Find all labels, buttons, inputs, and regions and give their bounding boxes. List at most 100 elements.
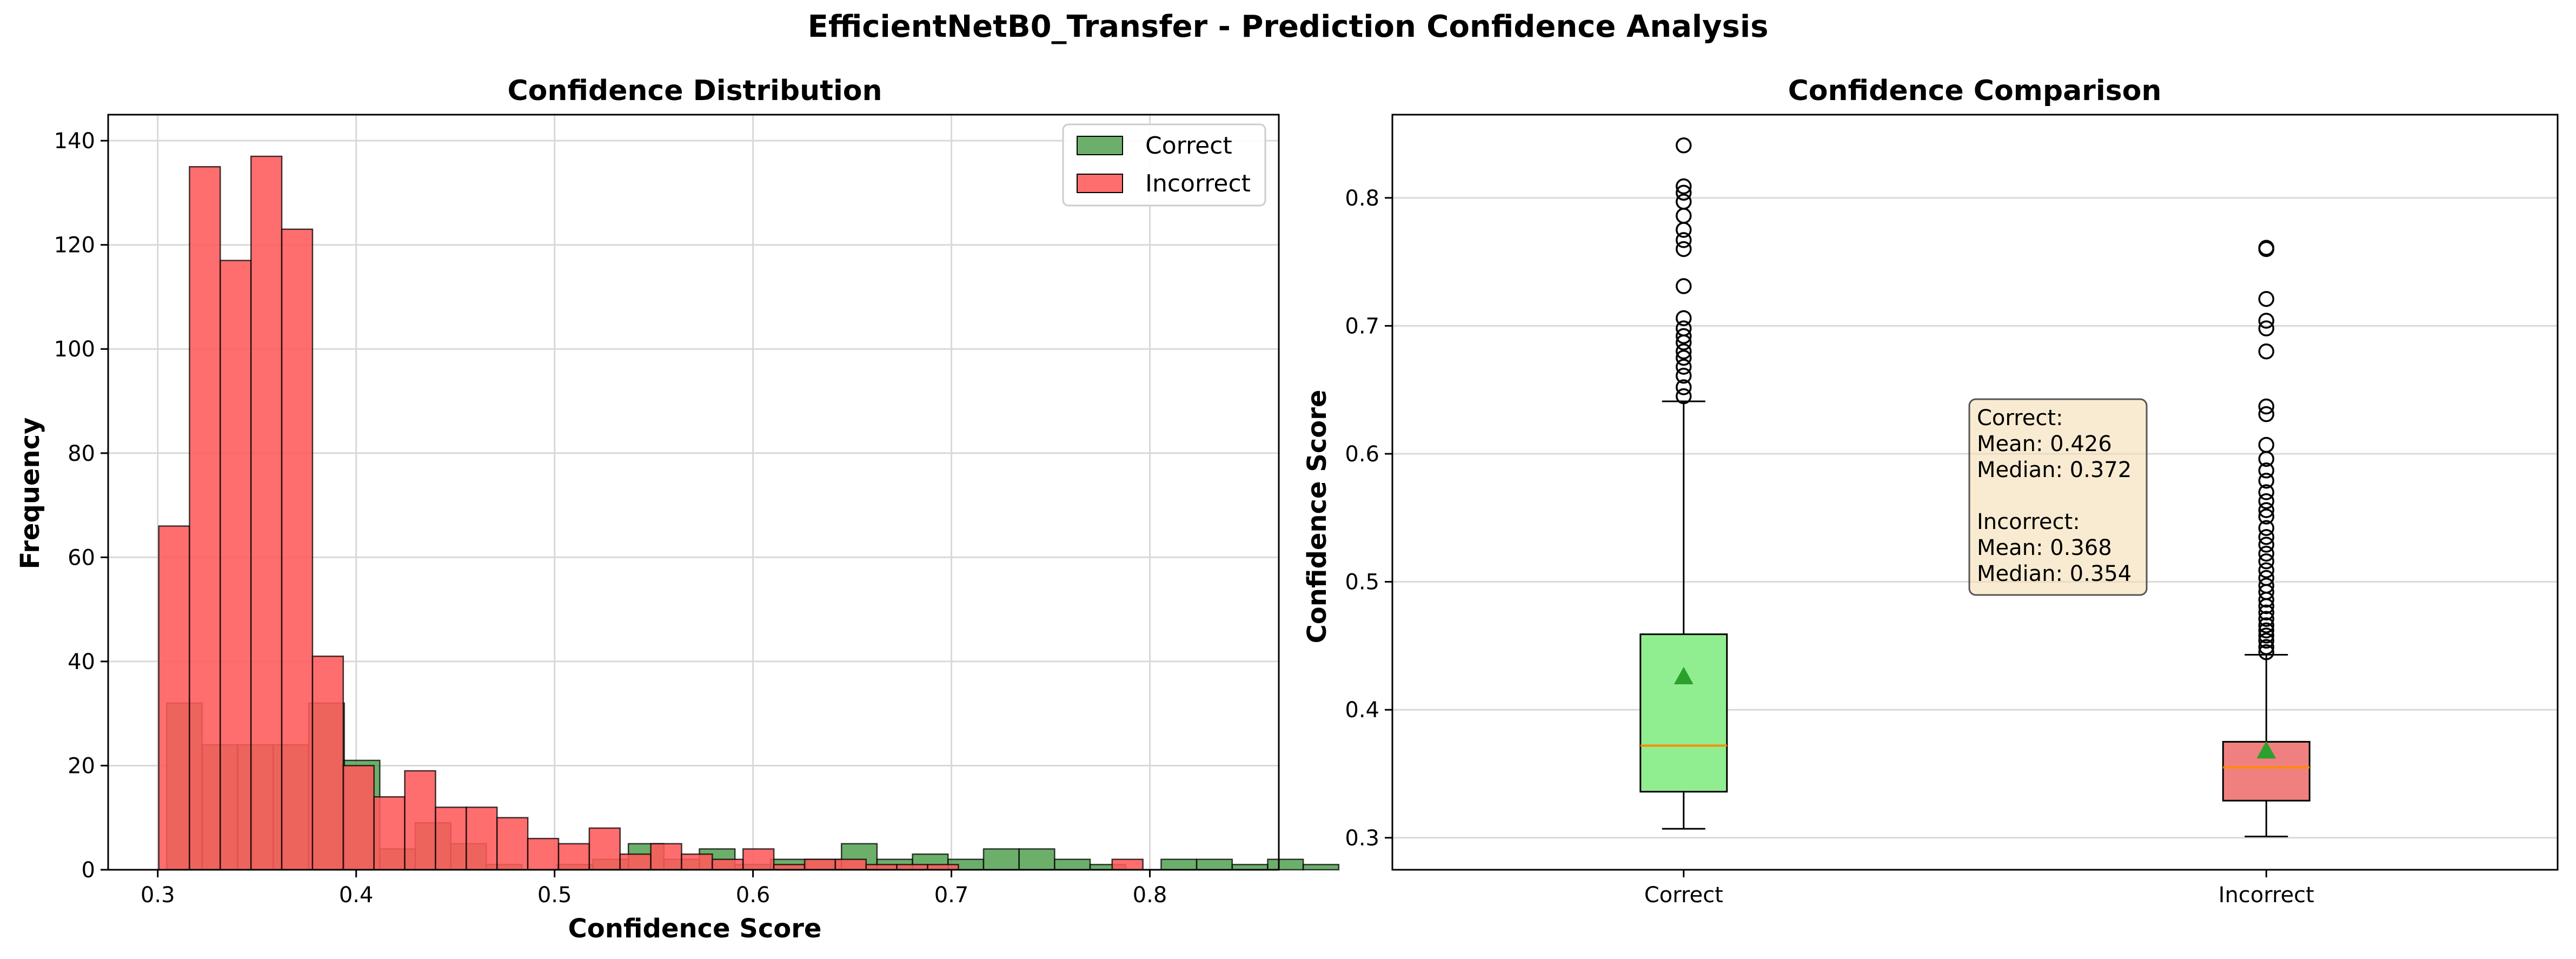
histogram-ytick-label: 20 [68, 753, 95, 778]
outlier-point [2258, 290, 2274, 307]
outlier-point [2258, 520, 2274, 537]
box-iqr [1639, 633, 1728, 793]
histogram-xtick-label: 0.7 [934, 883, 969, 908]
outlier-point [2258, 577, 2274, 594]
outlier-point [1676, 310, 1692, 326]
outlier-point [2258, 627, 2274, 644]
histogram-ytick-label: 120 [54, 233, 95, 258]
outlier-point [2258, 406, 2274, 422]
histogram-bar-incorrect [527, 837, 560, 871]
outlier-point [2258, 436, 2274, 453]
histogram-bar-incorrect [588, 827, 621, 871]
stats-line: Median: 0.372 [1977, 458, 2132, 482]
outlier-point [1676, 194, 1692, 210]
mean-marker [1674, 666, 1694, 685]
histogram-xtick-label: 0.8 [1133, 883, 1167, 908]
outlier-point [2258, 398, 2274, 415]
boxplot-title: Confidence Comparison [1788, 75, 2162, 107]
outlier-point [1676, 137, 1692, 154]
outlier-point [1676, 320, 1692, 336]
histogram-bar-incorrect [834, 858, 867, 871]
histogram-bar-correct [1302, 864, 1340, 871]
outlier-point [1676, 328, 1692, 345]
stats-box: Correct: Mean: 0.426 Median: 0.372 Incor… [1968, 398, 2148, 596]
histogram-legend: Correct Incorrect [1062, 123, 1266, 207]
histogram-bar-incorrect [158, 525, 190, 871]
outlier-point [2258, 639, 2274, 656]
histogram-ytick-label: 40 [68, 650, 95, 674]
outlier-point [2258, 508, 2274, 525]
legend-label-incorrect: Incorrect [1145, 170, 1251, 197]
outlier-point [2258, 240, 2274, 256]
outlier-point [2258, 632, 2274, 649]
outlier-point [1676, 367, 1692, 384]
outlier-point [1676, 241, 1692, 257]
outlier-point [2258, 472, 2274, 489]
stats-line: Mean: 0.426 [1977, 432, 2112, 457]
histogram-bar-incorrect [435, 806, 467, 871]
histogram-ytick-label: 140 [54, 129, 95, 154]
outlier-point [2258, 617, 2274, 633]
outlier-point [2258, 320, 2274, 336]
histogram-xtick-label: 0.5 [537, 883, 572, 908]
histogram-bar-incorrect [619, 853, 652, 871]
histogram-bar-correct [982, 848, 1020, 871]
outlier-point [2258, 313, 2274, 329]
outlier-point [2258, 604, 2274, 621]
boxplot-ytick-label: 0.3 [1345, 826, 1379, 851]
outlier-point [2258, 462, 2274, 479]
boxplot-frame [1391, 114, 2559, 871]
histogram-bar-incorrect [189, 166, 221, 871]
stats-line: Incorrect: [1977, 510, 2080, 534]
boxplot-ytick-label: 0.6 [1345, 442, 1379, 467]
histogram-ytick-label: 0 [82, 858, 95, 883]
outlier-point [1676, 349, 1692, 366]
histogram-xlabel: Confidence Score [568, 914, 822, 944]
outlier-point [2258, 502, 2274, 518]
outlier-point [2258, 644, 2274, 660]
histogram-bar-incorrect [1111, 858, 1144, 871]
outlier-point [1676, 359, 1692, 375]
histogram-ytick-label: 80 [68, 441, 95, 466]
stats-line: Median: 0.354 [1977, 561, 2132, 586]
outlier-point [1676, 232, 1692, 248]
histogram-title: Confidence Distribution [507, 75, 882, 107]
box-incorrect [2222, 240, 2311, 837]
stats-line: Mean: 0.368 [1977, 535, 2112, 560]
boxplot-xtick-label: Incorrect [2219, 883, 2314, 908]
histogram-bar-incorrect [342, 765, 375, 871]
outlier-point [2258, 545, 2274, 562]
histogram-bar-incorrect [281, 228, 314, 871]
outlier-point [2258, 553, 2274, 570]
histogram-bar-correct [1018, 848, 1055, 871]
outlier-point [2258, 493, 2274, 510]
histogram-bar-incorrect [466, 806, 498, 871]
histogram-bar-correct [1196, 858, 1233, 871]
outlier-point [2258, 484, 2274, 500]
outlier-point [2258, 570, 2274, 586]
histogram-ylabel: Frequency [15, 418, 45, 570]
histogram-bar-incorrect [557, 843, 590, 871]
histogram-bar-incorrect [804, 858, 836, 871]
outlier-point [1676, 379, 1692, 395]
boxplot-ytick-label: 0.5 [1345, 570, 1379, 595]
legend-swatch-correct [1077, 136, 1123, 155]
histogram-axes: Confidence Distribution 0.3 0.4 0.5 0.6 0.7 0… [15, 75, 1340, 944]
histogram-ytick-label: 100 [54, 337, 95, 362]
outlier-point [2258, 622, 2274, 639]
histogram-ytick-label: 60 [68, 545, 95, 570]
histogram-bar-incorrect [404, 770, 436, 871]
histogram-xtick-label: 0.4 [339, 883, 374, 908]
mean-marker [2256, 740, 2276, 759]
outlier-point [2258, 611, 2274, 627]
stats-line: Correct: [1977, 406, 2063, 431]
histogram-bar-incorrect [250, 155, 283, 871]
histogram-bar-incorrect [496, 817, 529, 871]
outlier-point [1676, 278, 1692, 294]
boxplot-ytick-label: 0.4 [1345, 698, 1379, 723]
outlier-point [2258, 537, 2274, 553]
legend-label-correct: Correct [1145, 132, 1232, 160]
histogram-bar-incorrect [712, 858, 744, 871]
stats-box-background [1968, 398, 2148, 596]
